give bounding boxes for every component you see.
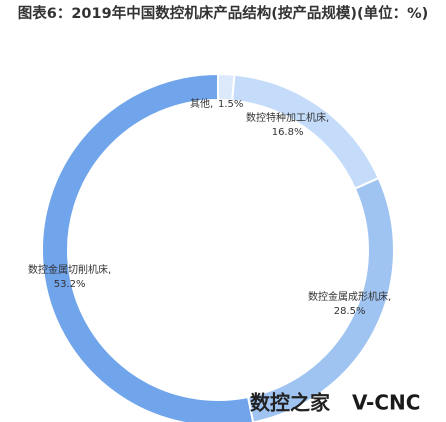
slice-label: 数控金属切削机床, bbox=[28, 263, 111, 276]
slice-label: 数控特种加工机床, bbox=[246, 111, 329, 124]
watermark: V-CNC bbox=[352, 391, 420, 415]
value-label: 16.8% bbox=[272, 127, 304, 138]
slice bbox=[246, 176, 395, 422]
slice-label: 其他, bbox=[190, 97, 213, 110]
slice bbox=[41, 72, 255, 422]
value-label: 53.2% bbox=[54, 279, 86, 290]
slice bbox=[231, 73, 380, 191]
chart-title: 图表6：2019年中国数控机床产品结构(按产品规模)(单位：%) bbox=[17, 6, 429, 22]
value-label: 1.5% bbox=[218, 99, 243, 110]
value-label: 28.5% bbox=[334, 306, 366, 317]
watermark: 数控之家 bbox=[250, 391, 331, 415]
slice-label: 数控金属成形机床, bbox=[308, 290, 391, 303]
